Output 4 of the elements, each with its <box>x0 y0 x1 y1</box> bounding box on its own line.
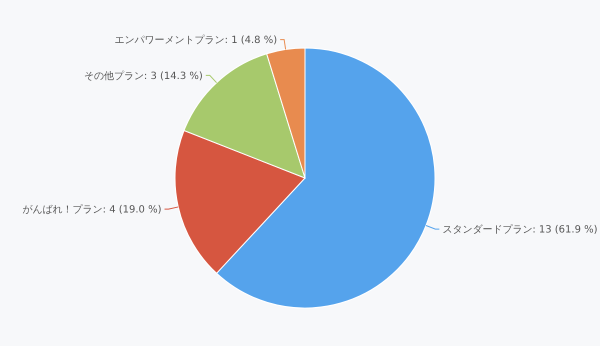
slice-label: スタンダードプラン: 13 (61.9 %) <box>442 224 598 236</box>
slice-label: その他プラン: 3 (14.3 %) <box>84 70 203 82</box>
slice-label: がんばれ！プラン: 4 (19.0 %) <box>22 204 162 216</box>
slice-label: エンパワーメントプラン: 1 (4.8 %) <box>114 34 278 46</box>
